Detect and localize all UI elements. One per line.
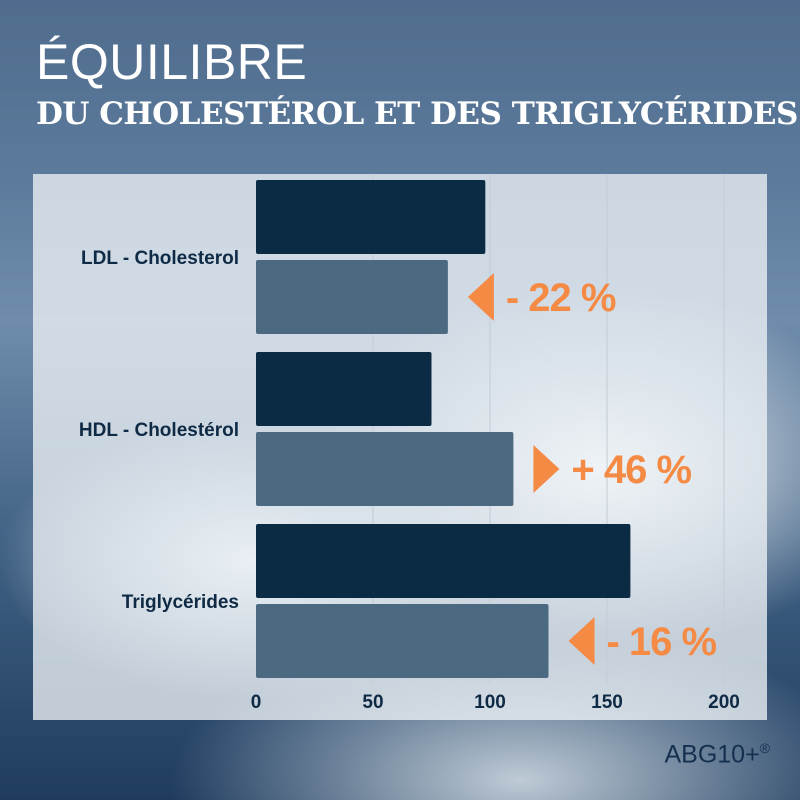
annotation-label-1: + 46 % <box>571 448 691 492</box>
annotation-label-2: - 16 % <box>607 620 717 664</box>
x-tick-label-1: 50 <box>362 692 383 713</box>
bar-after-1 <box>256 432 514 506</box>
x-tick-label-3: 150 <box>591 692 623 713</box>
chart-title-line1: ÉQUILIBRE <box>36 34 308 90</box>
registered-mark: ® <box>759 740 770 756</box>
bar-after-0 <box>256 260 448 334</box>
annotation-arrow-2 <box>568 617 595 665</box>
annotation-label-0: - 22 % <box>506 276 616 320</box>
bar-after-2 <box>256 604 549 678</box>
brand-logo: ABG10+® <box>664 740 770 769</box>
x-tick-label-2: 100 <box>474 692 506 713</box>
annotation-arrow-0 <box>467 273 494 321</box>
annotation-arrow-1 <box>533 445 560 493</box>
bar-before-1 <box>256 352 432 426</box>
category-label-1: HDL - Cholestérol <box>79 420 239 441</box>
x-tick-label-0: 0 <box>251 692 262 713</box>
chart-title-line2: DU CHOLESTÉROL ET DES TRIGLYCÉRIDES <box>36 96 798 132</box>
bar-before-2 <box>256 524 631 598</box>
bar-chart: LDL - Cholesterol HDL - Cholestérol Trigly… <box>79 174 740 713</box>
brand-name: ABG10+ <box>664 740 760 769</box>
chart-panel: LDL - Cholesterol HDL - Cholestérol Trigly… <box>33 174 767 720</box>
bar-before-0 <box>256 180 486 254</box>
category-label-0: LDL - Cholesterol <box>81 248 239 269</box>
category-label-2: Triglycérides <box>122 592 239 613</box>
x-tick-label-4: 200 <box>708 692 740 713</box>
